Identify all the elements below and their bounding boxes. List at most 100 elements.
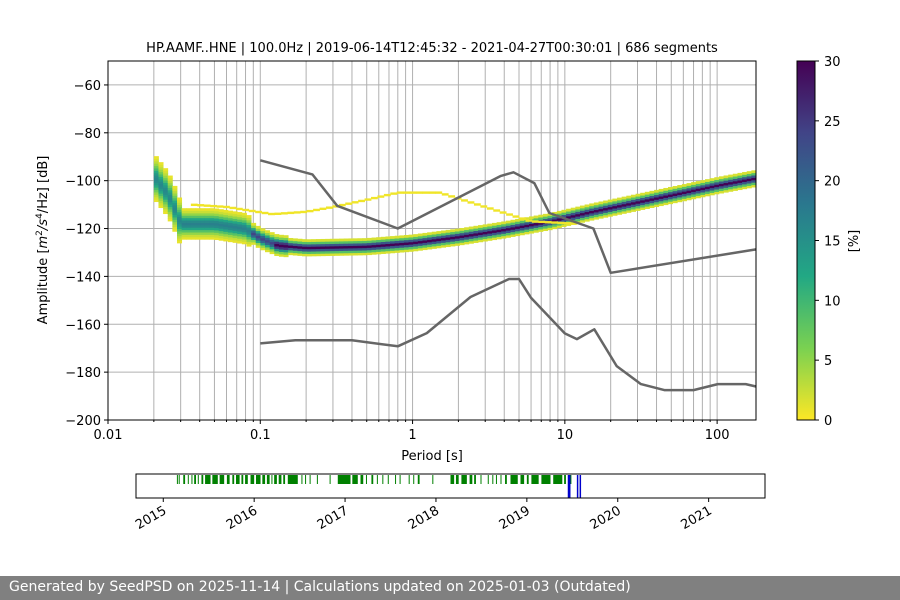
- heatmap-cell: [218, 211, 224, 215]
- heatmap-cell: [487, 228, 493, 232]
- heatmap-cell: [274, 243, 280, 247]
- heatmap-cell: [306, 246, 312, 250]
- heatmap-cell: [163, 206, 169, 210]
- heatmap-cell: [691, 184, 697, 188]
- heatmap-cell: [274, 246, 280, 249]
- heatmap-cell: [288, 237, 294, 241]
- heatmap-cell: [343, 245, 349, 249]
- heatmap-cell: [448, 195, 456, 198]
- heatmap-cell: [408, 241, 414, 245]
- heatmap-cell: [538, 229, 544, 232]
- heatmap-cell: [751, 179, 757, 183]
- heatmap-cell: [603, 205, 609, 209]
- data-availability-bar: [245, 475, 248, 484]
- heatmap-cell: [297, 238, 303, 242]
- heatmap-cell: [519, 230, 525, 233]
- heatmap-cell: [214, 218, 220, 221]
- heatmap-cell: [491, 225, 498, 229]
- heatmap-cell: [723, 177, 729, 181]
- heatmap-cell: [177, 197, 183, 201]
- heatmap-cell: [593, 204, 599, 208]
- heatmap-cell: [265, 242, 271, 246]
- x-tick-label: 0.01: [94, 428, 123, 443]
- heatmap-cell: [302, 239, 308, 242]
- data-availability-bar: [541, 475, 551, 484]
- heatmap-cell: [167, 216, 173, 220]
- heatmap-cell: [172, 219, 178, 223]
- heatmap-cell: [343, 238, 349, 242]
- heatmap-cell: [353, 243, 359, 246]
- heatmap-cell: [654, 204, 660, 208]
- data-availability-bar: [301, 475, 303, 484]
- heatmap-cell: [338, 203, 346, 207]
- heatmap-cell: [732, 178, 738, 182]
- heatmap-cell: [617, 207, 623, 210]
- heatmap-cell: [200, 217, 206, 221]
- heatmap-cell: [177, 199, 183, 203]
- heatmap-cell: [445, 237, 451, 240]
- heatmap-cell: [626, 195, 632, 199]
- heatmap-cell: [454, 231, 460, 234]
- heatmap-cell: [177, 223, 183, 227]
- heatmap-cell: [403, 244, 410, 248]
- heatmap-cell: [172, 207, 178, 211]
- heatmap-cell: [667, 201, 674, 205]
- heatmap-cell: [533, 229, 539, 233]
- heatmap-cell: [482, 231, 488, 235]
- heatmap-cell: [450, 243, 456, 247]
- data-availability-bar: [487, 475, 489, 484]
- heatmap-cell: [269, 232, 275, 235]
- heatmap-cell: [454, 240, 460, 244]
- heatmap-cell: [441, 193, 449, 196]
- heatmap-cell: [357, 240, 363, 244]
- heatmap-cell: [399, 240, 405, 243]
- heatmap-cell: [209, 234, 215, 238]
- heatmap-cell: [227, 224, 233, 228]
- heatmap-cell: [320, 250, 326, 254]
- heatmap-cell: [315, 243, 321, 247]
- heatmap-cell: [167, 192, 173, 196]
- noise-models: [259, 159, 757, 392]
- heatmap-cell: [209, 229, 215, 233]
- heatmap-cell: [251, 237, 257, 241]
- heatmap-cell: [510, 226, 516, 230]
- heatmap-cell: [237, 221, 243, 225]
- heatmap-cell: [431, 231, 437, 235]
- data-availability-bar: [492, 475, 494, 484]
- heatmap-cell: [334, 248, 340, 252]
- heatmap-cell: [723, 187, 729, 191]
- heatmap-cell: [200, 234, 206, 238]
- heatmap-cell: [677, 194, 683, 198]
- heatmap-cell: [153, 158, 159, 162]
- heatmap-cell: [681, 198, 687, 202]
- data-availability-bar: [480, 475, 482, 484]
- heatmap-cell: [686, 190, 692, 194]
- heatmap-cell: [255, 245, 261, 248]
- heatmap-cell: [589, 205, 595, 209]
- heatmap-cell: [177, 233, 183, 237]
- heatmap-cell: [325, 206, 333, 209]
- heatmap-cell: [237, 231, 243, 234]
- heatmap-cell: [278, 244, 284, 248]
- heatmap-cell: [204, 210, 210, 214]
- heatmap-cell: [339, 245, 345, 249]
- heatmap-cell: [700, 187, 706, 191]
- heatmap-cell: [343, 248, 349, 251]
- heatmap-cell: [593, 207, 599, 211]
- heatmap-cell: [241, 212, 247, 216]
- heatmap-cell: [431, 234, 437, 237]
- heatmap-cell: [339, 238, 345, 242]
- heatmap-cell: [242, 208, 250, 212]
- heatmap-cell: [269, 236, 275, 240]
- heatmap-cell: [487, 233, 493, 237]
- heatmap-cell: [223, 214, 229, 218]
- heatmap-cell: [575, 216, 581, 219]
- heatmap-cell: [723, 185, 729, 188]
- heatmap-cell: [255, 233, 261, 236]
- heatmap-cell: [195, 222, 201, 226]
- heatmap-cell: [269, 239, 275, 243]
- heatmap-cell: [399, 237, 405, 241]
- data-availability-bar: [205, 475, 211, 484]
- heatmap-cell: [227, 229, 233, 233]
- heatmap-cell: [547, 222, 553, 226]
